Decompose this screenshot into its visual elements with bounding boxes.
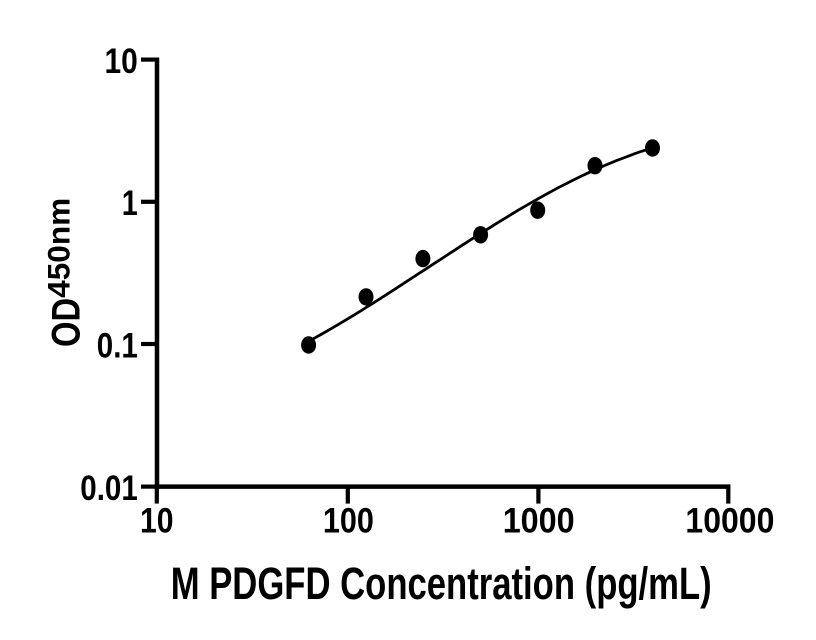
svg-text:10: 10 <box>140 501 174 541</box>
svg-text:0.01: 0.01 <box>80 468 138 508</box>
svg-text:10000: 10000 <box>685 501 774 541</box>
svg-text:0.1: 0.1 <box>97 326 138 366</box>
svg-text:10: 10 <box>105 41 138 81</box>
svg-text:1000: 1000 <box>503 501 575 541</box>
svg-text:OD450nm: OD450nm <box>40 198 88 347</box>
svg-text:100: 100 <box>323 501 374 541</box>
svg-text:1: 1 <box>122 183 138 223</box>
svg-text:M PDGFD Concentration (pg/mL): M PDGFD Concentration (pg/mL) <box>171 558 712 609</box>
